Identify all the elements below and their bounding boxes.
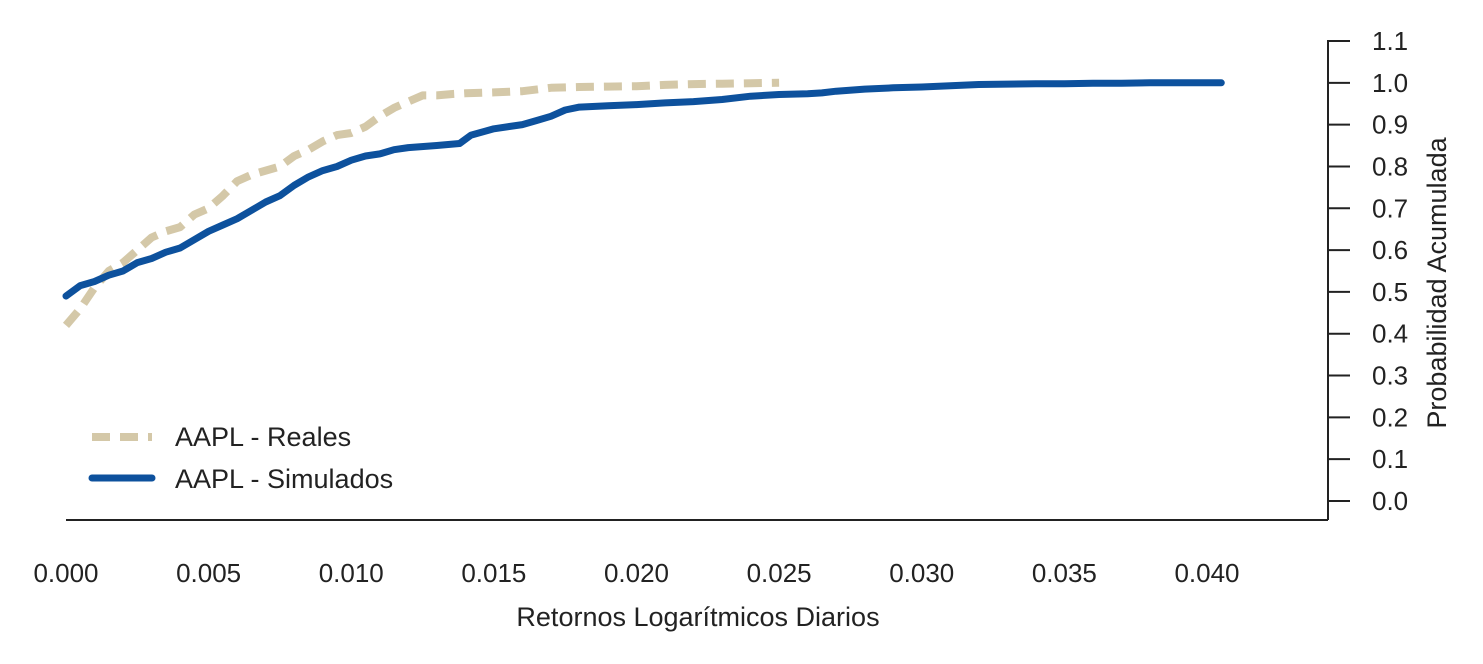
legend-label-simulados: AAPL - Simulados (175, 464, 393, 494)
x-tick-label: 0.000 (33, 558, 98, 588)
y-tick-label: 0.7 (1372, 193, 1408, 223)
y-tick-label: 0.8 (1372, 151, 1408, 181)
y-tick-label: 0.3 (1372, 361, 1408, 391)
x-tick-label: 0.025 (747, 558, 812, 588)
x-tick-label: 0.005 (176, 558, 241, 588)
x-tick-label: 0.020 (604, 558, 669, 588)
y-axis: 0.0 0.1 0.2 0.3 0.4 0.5 0.6 0.7 0.8 0.9 1.0 1.1 (1327, 26, 1408, 520)
y-tick-label: 0.2 (1372, 402, 1408, 432)
legend-label-reales: AAPL - Reales (175, 422, 351, 452)
y-tick-label: 0.4 (1372, 319, 1408, 349)
x-tick-label: 0.040 (1174, 558, 1239, 588)
x-axis: 0.000 0.005 0.010 0.015 0.020 0.025 0.030 0.035… (33, 519, 1328, 588)
y-tick-label: 1.0 (1372, 68, 1408, 98)
y-tick-label: 1.1 (1372, 26, 1408, 56)
x-tick-label: 0.035 (1032, 558, 1097, 588)
y-tick-label: 0.6 (1372, 235, 1408, 265)
y-tick-label: 0.1 (1372, 444, 1408, 474)
legend: AAPL - Reales AAPL - Simulados (88, 422, 393, 494)
y-axis-title: Probabilidad Acumulada (1422, 136, 1452, 428)
y-tick-label: 0.0 (1372, 486, 1408, 516)
series-layer (62, 78, 1225, 328)
x-tick-label: 0.030 (889, 558, 954, 588)
series-line-simulados (62, 79, 1225, 300)
y-tick-label: 0.5 (1372, 277, 1408, 307)
x-tick-label: 0.015 (461, 558, 526, 588)
x-tick-label: 0.010 (319, 558, 384, 588)
x-axis-title: Retornos Logarítmicos Diarios (516, 602, 879, 632)
series-line-reales (62, 78, 780, 328)
y-tick-label: 0.9 (1372, 110, 1408, 140)
